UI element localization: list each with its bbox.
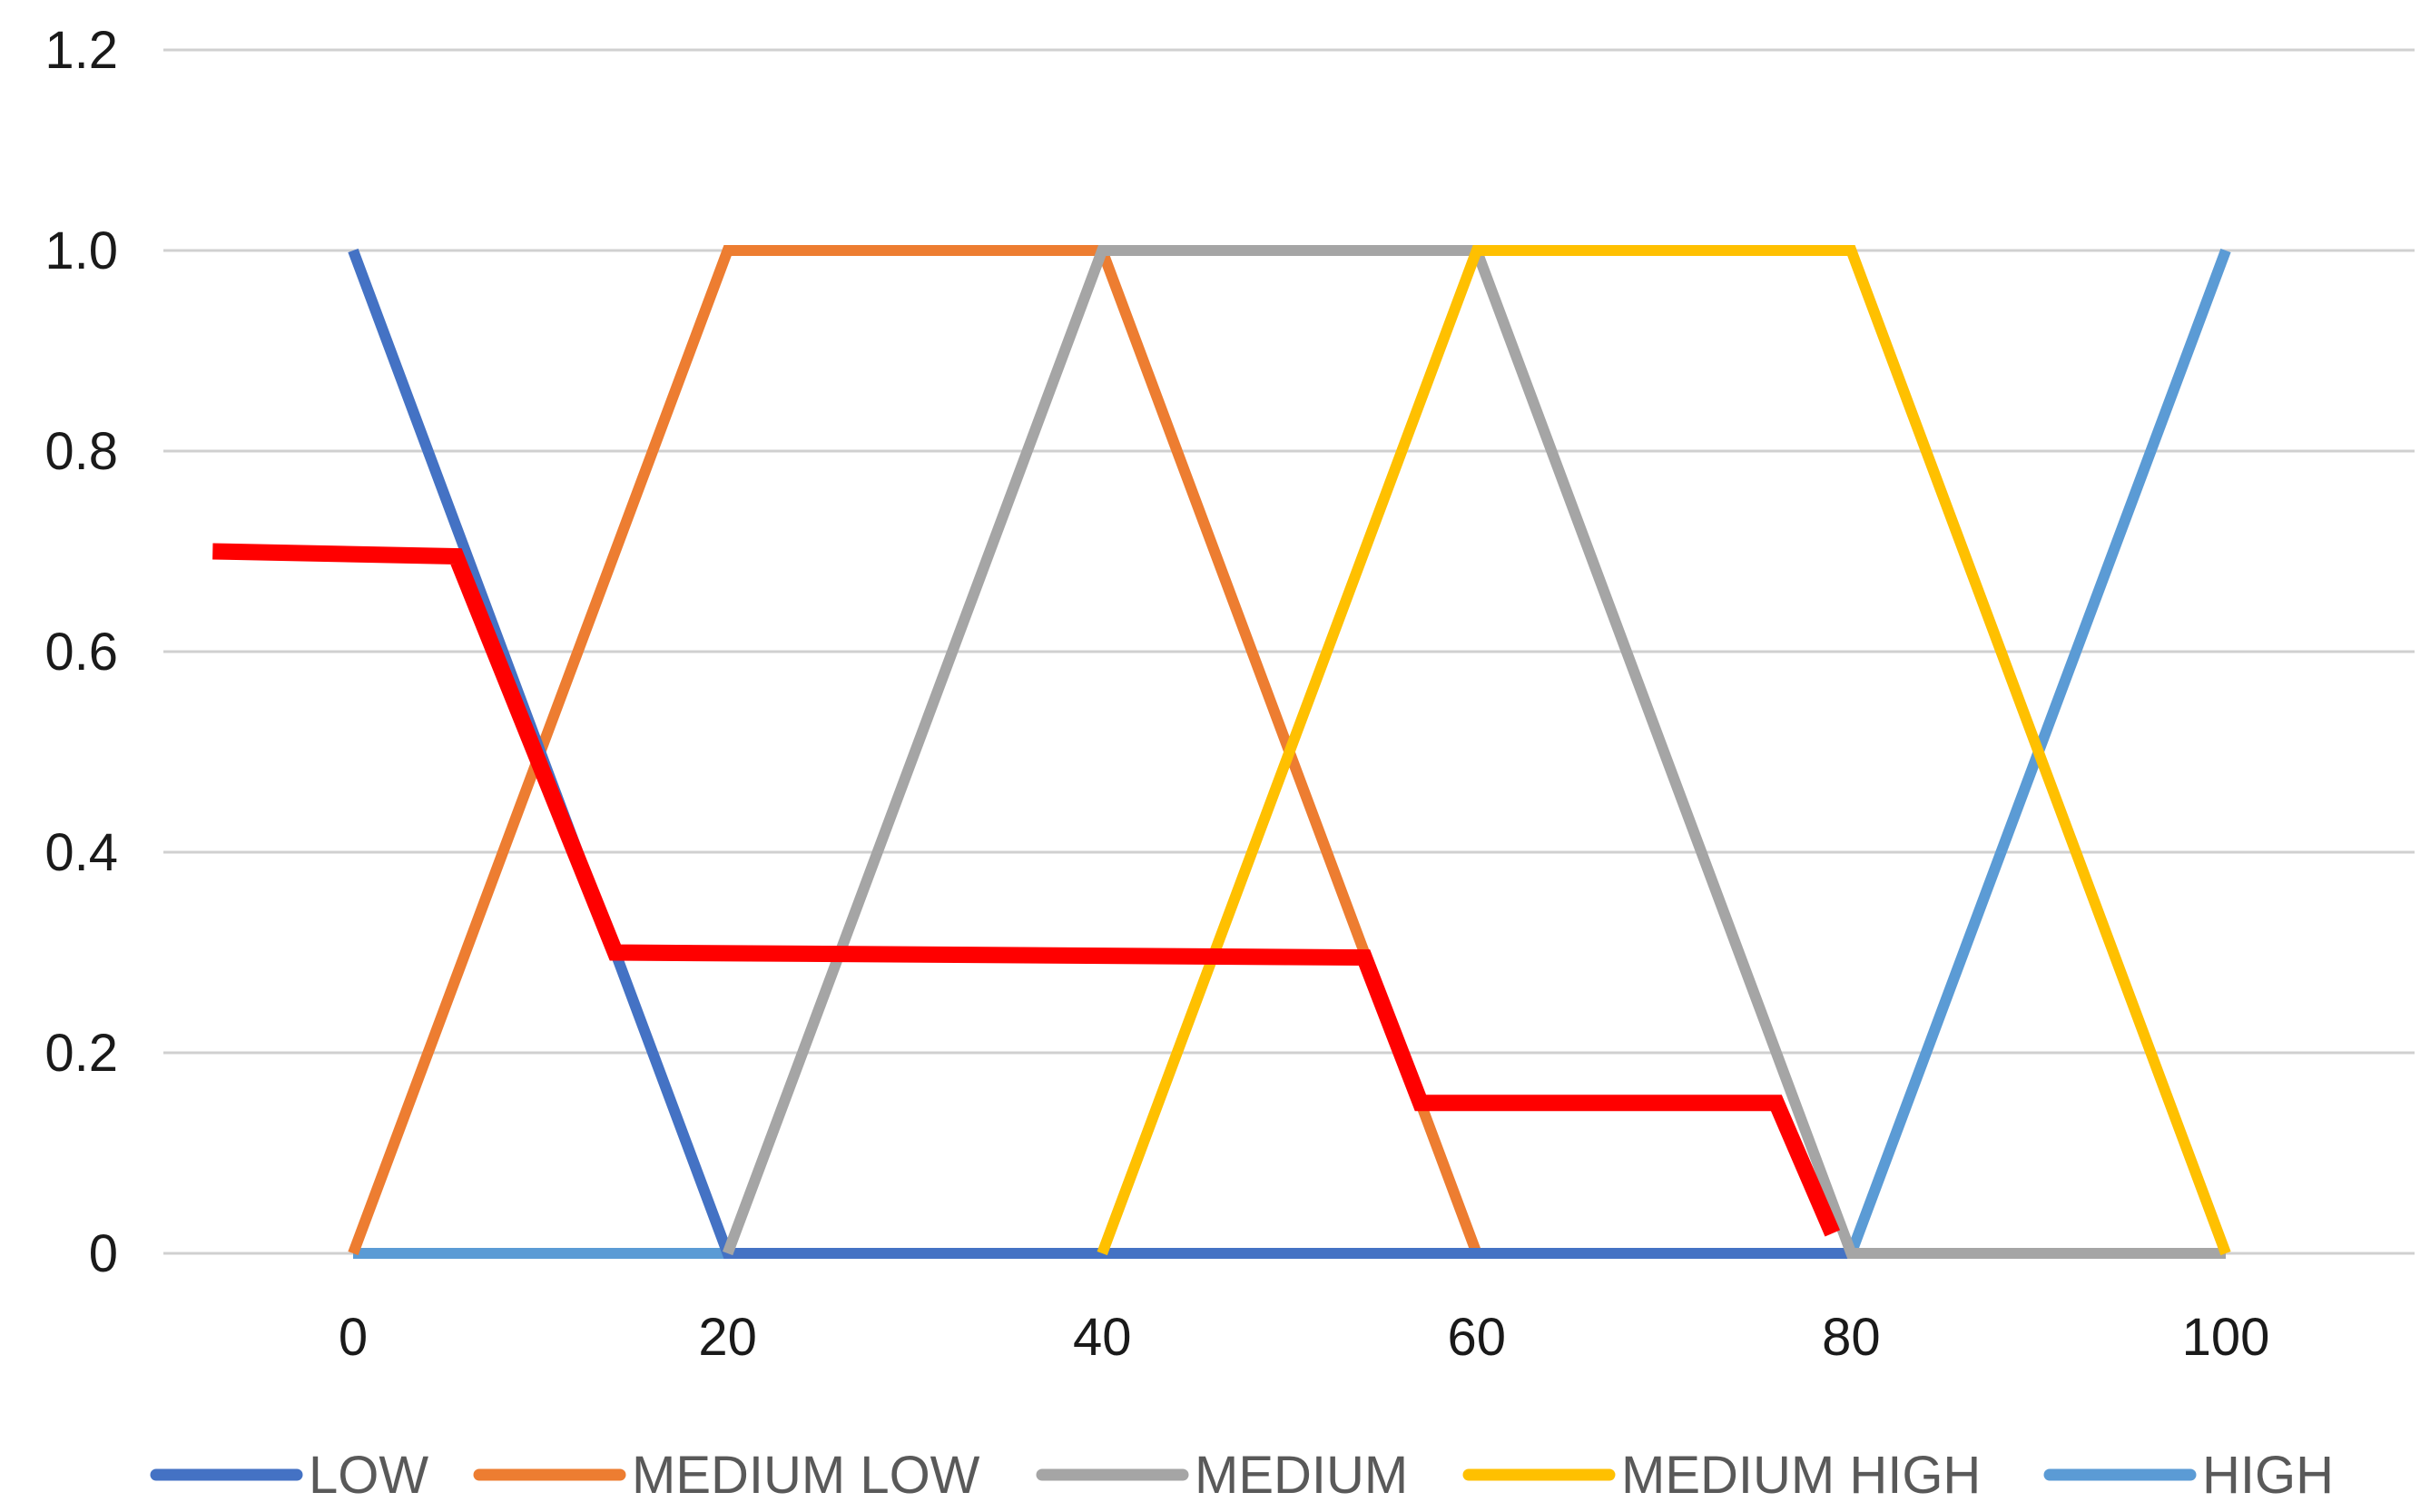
legend-label: MEDIUM LOW xyxy=(632,1446,980,1505)
y-tick-label: 0.4 xyxy=(44,823,118,882)
legend-label: MEDIUM HIGH xyxy=(1621,1446,1981,1505)
x-tick-label: 80 xyxy=(1822,1308,1881,1367)
x-tick-label: 0 xyxy=(339,1308,368,1367)
y-axis-tick-labels: 0 0.2 0.4 0.6 0.8 1.0 1.2 xyxy=(44,21,118,1283)
x-axis-tick-labels: 0 20 40 60 80 100 xyxy=(339,1308,2270,1367)
series-lines xyxy=(348,245,2231,1259)
legend-label: LOW xyxy=(309,1446,428,1505)
y-tick-label: 1.2 xyxy=(44,21,118,80)
legend: LOW MEDIUM LOW MEDIUM MEDIUM HIGH HIGH xyxy=(150,1446,2334,1505)
output-curve-group xyxy=(212,543,1841,1237)
y-tick-label: 0.8 xyxy=(44,422,118,481)
x-tick-label: 40 xyxy=(1073,1308,1132,1367)
legend-label: HIGH xyxy=(2202,1446,2334,1505)
legend-label: MEDIUM xyxy=(1195,1446,1408,1505)
x-tick-label: 60 xyxy=(1448,1308,1507,1367)
series-line-medium-high xyxy=(1097,245,2231,1256)
output-curve xyxy=(212,543,1841,1237)
y-tick-label: 0.6 xyxy=(44,623,118,682)
y-tick-label: 0.2 xyxy=(44,1024,118,1083)
x-tick-label: 20 xyxy=(698,1308,757,1367)
x-tick-label: 100 xyxy=(2182,1308,2270,1367)
y-tick-label: 1.0 xyxy=(44,221,118,280)
y-tick-label: 0 xyxy=(89,1224,118,1283)
